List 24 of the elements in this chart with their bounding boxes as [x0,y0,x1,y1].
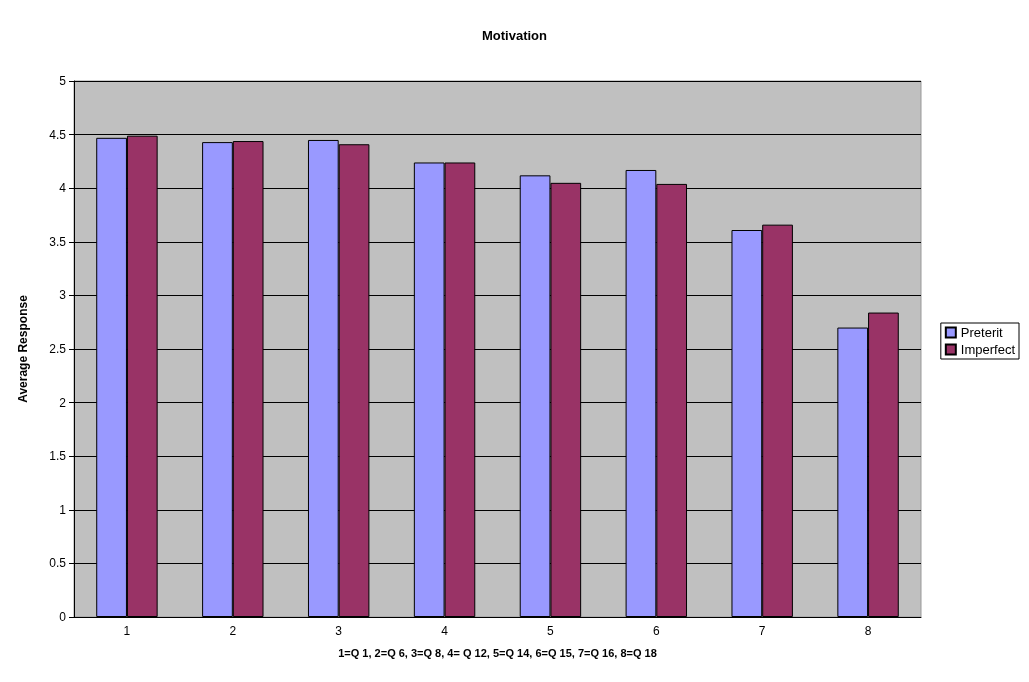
y-tick-label: 1 [59,502,67,517]
y-tick-label: 2 [59,395,67,410]
x-tick-label: 7 [758,624,766,638]
y-axis-title: Average Response [16,294,30,403]
y-tick-label: 4 [59,181,67,196]
y-tick-label: 5 [59,74,67,88]
x-tick-label: 3 [335,624,343,638]
x-tick-label: 4 [441,624,449,638]
legend-label: Preterit [960,325,1004,340]
y-tick-label: 3 [59,288,67,303]
y-tick-label: 3.5 [49,234,67,249]
x-tick-label: 6 [652,624,660,638]
x-axis-title: 1=Q 1, 2=Q 6, 3=Q 8, 4= Q 12, 5=Q 14, 6=Q 15, 7=Q 16, 8=Q 18 [338,646,657,659]
y-tick-label: 0 [59,610,67,624]
x-tick-label: 2 [229,624,237,638]
legend-label: Imperfect [960,342,1016,357]
y-tick-label: 0.5 [49,556,67,571]
x-tick-label: 1 [123,624,131,638]
chart-title: Motivation [482,28,548,43]
x-tick-label: 5 [547,624,555,638]
x-tick-label: 8 [864,624,872,638]
y-tick-label: 4.5 [49,127,67,142]
y-tick-label: 2.5 [49,342,67,356]
y-tick-label: 1.5 [49,449,67,464]
